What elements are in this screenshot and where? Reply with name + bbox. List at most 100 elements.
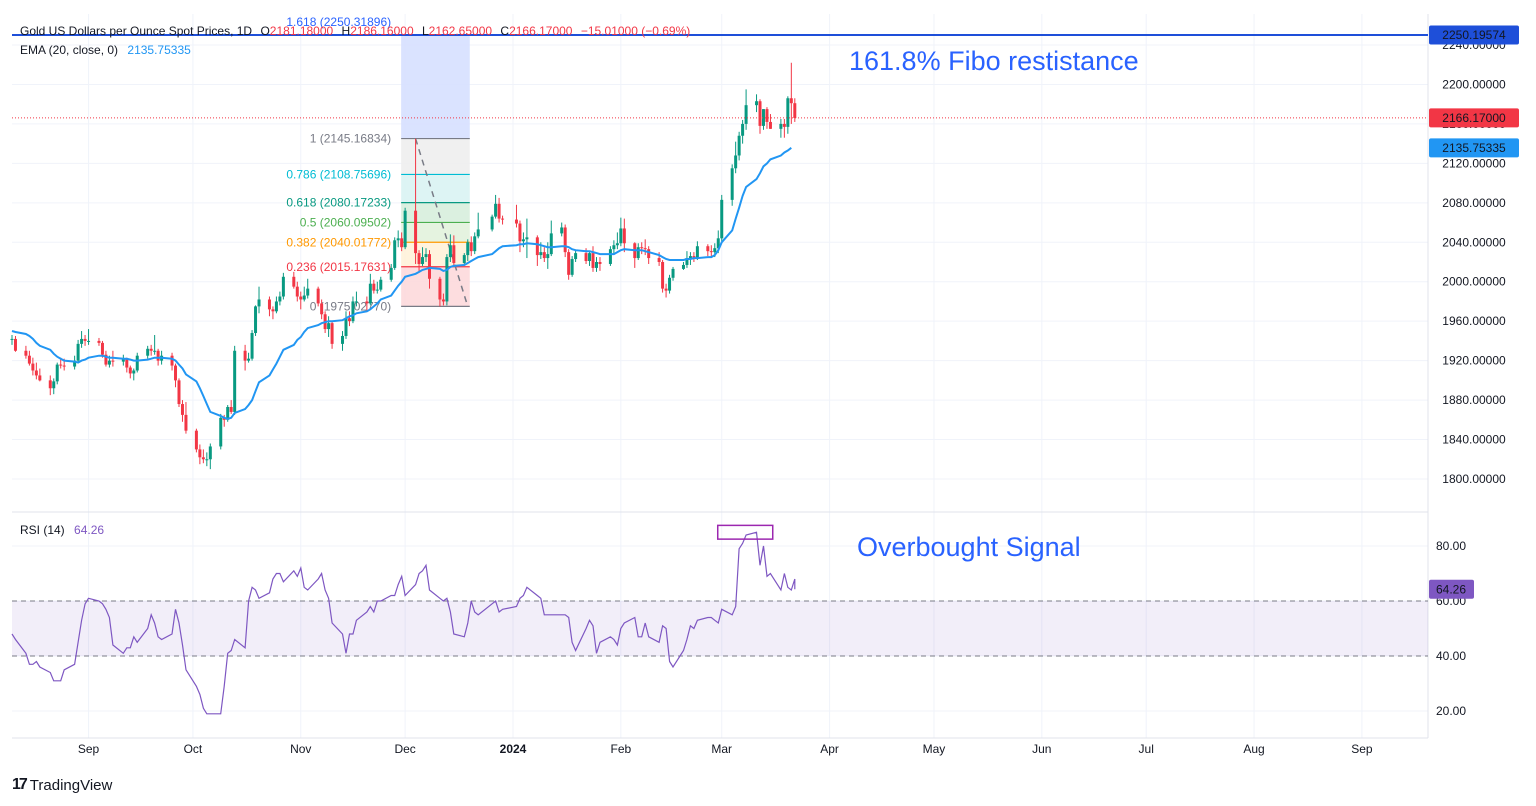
candle-body (591, 253, 595, 268)
candle-body (180, 404, 184, 415)
candle-body (734, 155, 738, 169)
candle-body (501, 218, 505, 220)
candle-body (76, 343, 80, 361)
fib-level-label: 0.786 (2108.75696) (286, 167, 391, 181)
last-close-price-badge: 2166.17000 (1429, 108, 1519, 128)
candle-body (782, 123, 786, 127)
candle-body (741, 123, 745, 136)
rsi-line (11, 531, 796, 715)
candle-body (789, 98, 793, 104)
candle-body (421, 257, 425, 264)
candle-body (661, 262, 665, 289)
price-tick-label: 1960.00000 (1442, 314, 1506, 328)
fib-price-badge: 2250.19574 (1429, 25, 1519, 45)
candle-body (640, 247, 644, 249)
candle-body (55, 364, 59, 382)
candle-body (229, 406, 233, 412)
candle-body (709, 251, 713, 253)
candle-body (184, 414, 188, 431)
time-tick-label: Aug (1243, 742, 1264, 756)
candle-body (445, 257, 449, 302)
fib-zone (401, 174, 470, 203)
candle-body (768, 121, 772, 129)
candle-body (598, 262, 602, 264)
candle-body (351, 301, 355, 322)
fibo-resistance-annotation[interactable]: 161.8% Fibo restistance (849, 46, 1139, 76)
candle-body (393, 240, 397, 268)
candle-body (281, 276, 285, 297)
candle-body (681, 264, 685, 269)
fib-level-label: 0.618 (2080.17233) (286, 196, 391, 210)
candle-body (744, 105, 748, 124)
candle-body (177, 380, 181, 405)
candle-body (267, 299, 271, 310)
candle-body (647, 249, 651, 259)
candle-body (758, 101, 762, 126)
svg-text:64.26: 64.26 (1436, 582, 1466, 596)
fib-zone (401, 34, 470, 139)
candle-body (205, 459, 209, 461)
candle-body (793, 103, 797, 118)
candle-body (111, 360, 115, 362)
time-tick-label: Dec (394, 742, 415, 756)
candle-body (254, 306, 258, 334)
candle-body (375, 289, 379, 291)
overbought-annotation[interactable]: Overbought Signal (857, 532, 1081, 562)
time-tick-label: Oct (184, 742, 203, 756)
candle-body (344, 318, 348, 336)
candle-body (720, 199, 724, 239)
candle-body (476, 229, 480, 237)
fib-trend-line (414, 138, 469, 307)
candle-body (668, 277, 672, 291)
candle-body (563, 227, 567, 253)
candle-body (490, 216, 494, 230)
candle-body (539, 252, 543, 256)
candle-body (233, 350, 237, 412)
candle-body (525, 237, 529, 240)
candle-body (730, 168, 734, 200)
candle-body (87, 340, 91, 342)
price-tick-label: 1800.00000 (1442, 472, 1506, 486)
time-tick-label: Nov (290, 742, 311, 756)
fib-level-label: 0.236 (2015.17631) (286, 260, 391, 274)
fib-zone (401, 222, 470, 243)
candle-body (198, 449, 202, 458)
candle-body (100, 342, 104, 355)
candle-body (514, 219, 518, 224)
candle-body (327, 323, 331, 330)
candle-body (243, 350, 247, 361)
candle-body (497, 203, 501, 219)
candle-body (664, 288, 668, 291)
candle-body (494, 203, 498, 217)
rsi-value-badge: 64.26 (1429, 579, 1474, 599)
candle-body (170, 355, 174, 366)
tradingview-logo[interactable]: 17 TradingView (12, 776, 112, 794)
price-tick-label: 1880.00000 (1442, 393, 1506, 407)
time-tick-label: Sep (78, 742, 100, 756)
candle-body (330, 323, 334, 344)
candle-body (619, 228, 623, 244)
candle-body (636, 247, 640, 259)
symbol-legend[interactable]: Gold US Dollars per Ounce Spot Prices, 1… (20, 24, 690, 38)
overbought-highlight-box[interactable] (716, 524, 774, 540)
candle-body (466, 242, 470, 256)
rsi-legend[interactable]: RSI (14) 64.26 (20, 523, 104, 537)
candle-body (706, 246, 710, 252)
candle-body (316, 288, 320, 304)
fib-level-label: 1.618 (2250.31896) (286, 15, 391, 29)
candle-body (306, 288, 310, 296)
candle-body (400, 238, 404, 248)
candle-body (615, 243, 619, 246)
candle-body (427, 254, 431, 279)
candle-body (692, 256, 696, 259)
candle-body (10, 338, 14, 340)
candle-body (153, 350, 157, 352)
candle-body (247, 358, 251, 361)
candle-body (320, 303, 324, 315)
candle-body (226, 406, 230, 420)
candle-body (403, 210, 407, 248)
candle-body (389, 267, 393, 280)
ema-legend[interactable]: EMA (20, close, 0) 2135.75335 (20, 43, 191, 57)
candle-body (104, 354, 108, 365)
candle-body (73, 360, 77, 367)
